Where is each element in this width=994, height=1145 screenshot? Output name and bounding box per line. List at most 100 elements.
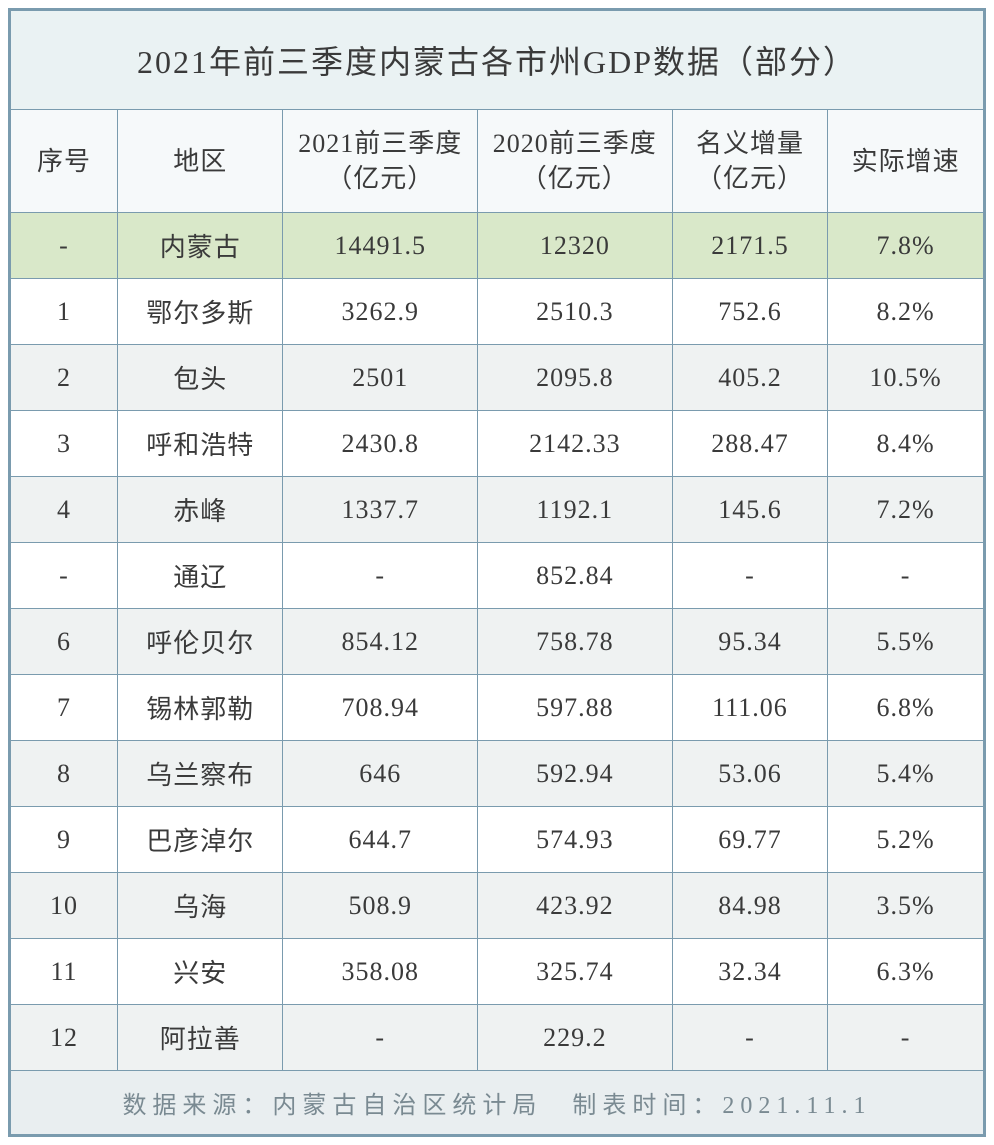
cell-growth: 5.2% — [828, 807, 984, 873]
cell-delta: 32.34 — [672, 939, 828, 1005]
cell-2021: 3262.9 — [283, 279, 478, 345]
cell-delta: 145.6 — [672, 477, 828, 543]
cell-2021: 708.94 — [283, 675, 478, 741]
cell-region: 赤峰 — [118, 477, 283, 543]
table-title: 2021年前三季度内蒙古各市州GDP数据（部分） — [11, 11, 984, 110]
table-title-row: 2021年前三季度内蒙古各市州GDP数据（部分） — [11, 11, 984, 110]
table-body: -内蒙古14491.5123202171.57.8%1鄂尔多斯3262.9251… — [11, 213, 984, 1071]
cell-growth: 7.2% — [828, 477, 984, 543]
table-row: 9巴彦淖尔644.7574.9369.775.2% — [11, 807, 984, 873]
col-header-growth: 实际增速 — [828, 110, 984, 213]
cell-growth: - — [828, 543, 984, 609]
cell-delta: - — [672, 543, 828, 609]
cell-delta: - — [672, 1005, 828, 1071]
table-row: 1鄂尔多斯3262.92510.3752.68.2% — [11, 279, 984, 345]
cell-2021: - — [283, 1005, 478, 1071]
gdp-table: 2021年前三季度内蒙古各市州GDP数据（部分） 序号 地区 2021前三季度（… — [10, 10, 984, 1135]
cell-2021: 2430.8 — [283, 411, 478, 477]
cell-index: 12 — [11, 1005, 118, 1071]
cell-index: - — [11, 543, 118, 609]
cell-index: 8 — [11, 741, 118, 807]
cell-growth: 8.2% — [828, 279, 984, 345]
table-row: 12阿拉善-229.2-- — [11, 1005, 984, 1071]
table-footer-text: 数据来源：内蒙古自治区统计局 制表时间：2021.11.1 — [11, 1071, 984, 1135]
col-header-2021: 2021前三季度（亿元） — [283, 110, 478, 213]
cell-index: 1 — [11, 279, 118, 345]
cell-2021: 646 — [283, 741, 478, 807]
cell-2021: 854.12 — [283, 609, 478, 675]
cell-region: 包头 — [118, 345, 283, 411]
cell-index: 10 — [11, 873, 118, 939]
cell-growth: - — [828, 1005, 984, 1071]
table-row: 8乌兰察布646592.9453.065.4% — [11, 741, 984, 807]
table-row: 4赤峰1337.71192.1145.67.2% — [11, 477, 984, 543]
cell-growth: 8.4% — [828, 411, 984, 477]
cell-2020: 2142.33 — [478, 411, 673, 477]
table-footer-row: 数据来源：内蒙古自治区统计局 制表时间：2021.11.1 — [11, 1071, 984, 1135]
cell-2021: - — [283, 543, 478, 609]
cell-index: - — [11, 213, 118, 279]
cell-2020: 574.93 — [478, 807, 673, 873]
cell-delta: 95.34 — [672, 609, 828, 675]
table-row: 10乌海508.9423.9284.983.5% — [11, 873, 984, 939]
cell-region: 呼伦贝尔 — [118, 609, 283, 675]
table-row: 6呼伦贝尔854.12758.7895.345.5% — [11, 609, 984, 675]
cell-2021: 644.7 — [283, 807, 478, 873]
cell-delta: 288.47 — [672, 411, 828, 477]
cell-2020: 2095.8 — [478, 345, 673, 411]
cell-index: 7 — [11, 675, 118, 741]
cell-2020: 597.88 — [478, 675, 673, 741]
cell-2021: 358.08 — [283, 939, 478, 1005]
cell-region: 通辽 — [118, 543, 283, 609]
cell-2021: 1337.7 — [283, 477, 478, 543]
cell-growth: 6.8% — [828, 675, 984, 741]
cell-delta: 69.77 — [672, 807, 828, 873]
cell-2020: 325.74 — [478, 939, 673, 1005]
col-header-2020: 2020前三季度（亿元） — [478, 110, 673, 213]
col-header-delta: 名义增量（亿元） — [672, 110, 828, 213]
cell-index: 6 — [11, 609, 118, 675]
cell-2020: 1192.1 — [478, 477, 673, 543]
cell-index: 4 — [11, 477, 118, 543]
cell-2020: 758.78 — [478, 609, 673, 675]
cell-region: 阿拉善 — [118, 1005, 283, 1071]
cell-2020: 229.2 — [478, 1005, 673, 1071]
table-row: 11兴安358.08325.7432.346.3% — [11, 939, 984, 1005]
cell-delta: 111.06 — [672, 675, 828, 741]
cell-2020: 592.94 — [478, 741, 673, 807]
cell-delta: 405.2 — [672, 345, 828, 411]
cell-2020: 2510.3 — [478, 279, 673, 345]
cell-region: 乌海 — [118, 873, 283, 939]
cell-region: 锡林郭勒 — [118, 675, 283, 741]
cell-growth: 6.3% — [828, 939, 984, 1005]
cell-2021: 14491.5 — [283, 213, 478, 279]
cell-index: 11 — [11, 939, 118, 1005]
cell-growth: 10.5% — [828, 345, 984, 411]
table-row: 3呼和浩特2430.82142.33288.478.4% — [11, 411, 984, 477]
table-row: 7锡林郭勒708.94597.88111.066.8% — [11, 675, 984, 741]
cell-growth: 5.5% — [828, 609, 984, 675]
table-header-row: 序号 地区 2021前三季度（亿元） 2020前三季度（亿元） 名义增量（亿元）… — [11, 110, 984, 213]
cell-2021: 508.9 — [283, 873, 478, 939]
cell-delta: 84.98 — [672, 873, 828, 939]
cell-region: 鄂尔多斯 — [118, 279, 283, 345]
cell-region: 呼和浩特 — [118, 411, 283, 477]
col-header-region: 地区 — [118, 110, 283, 213]
cell-2021: 2501 — [283, 345, 478, 411]
cell-delta: 53.06 — [672, 741, 828, 807]
cell-region: 乌兰察布 — [118, 741, 283, 807]
cell-index: 9 — [11, 807, 118, 873]
cell-growth: 3.5% — [828, 873, 984, 939]
cell-index: 2 — [11, 345, 118, 411]
cell-index: 3 — [11, 411, 118, 477]
col-header-index: 序号 — [11, 110, 118, 213]
table-row: -通辽-852.84-- — [11, 543, 984, 609]
table-row: 2包头25012095.8405.210.5% — [11, 345, 984, 411]
cell-2020: 423.92 — [478, 873, 673, 939]
cell-region: 内蒙古 — [118, 213, 283, 279]
gdp-table-container: 2021年前三季度内蒙古各市州GDP数据（部分） 序号 地区 2021前三季度（… — [8, 8, 986, 1137]
cell-region: 巴彦淖尔 — [118, 807, 283, 873]
table-row: -内蒙古14491.5123202171.57.8% — [11, 213, 984, 279]
cell-growth: 7.8% — [828, 213, 984, 279]
cell-region: 兴安 — [118, 939, 283, 1005]
